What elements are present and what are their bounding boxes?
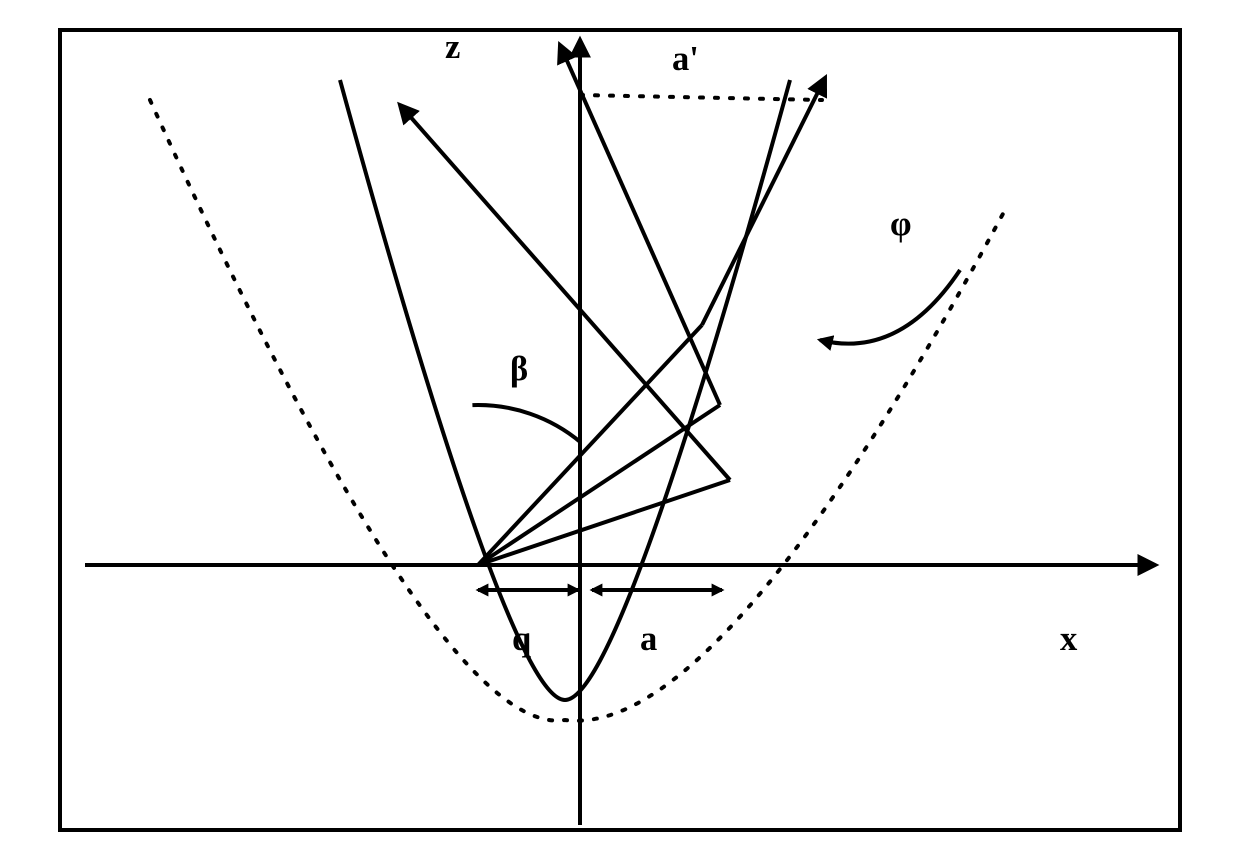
label-x: x <box>1060 620 1078 658</box>
label-a-prime: a' <box>672 40 699 78</box>
ray-out-1 <box>560 45 720 405</box>
ray-out-2 <box>400 105 730 480</box>
inner-parabola <box>340 80 790 700</box>
label-beta: β <box>510 350 528 388</box>
label-z: z <box>445 28 460 66</box>
outer-parabola-dotted <box>150 100 1005 721</box>
label-a: a <box>640 620 657 658</box>
figure-frame <box>60 30 1180 830</box>
label-phi: φ <box>890 205 912 243</box>
ray-out-0 <box>702 78 825 325</box>
beta-angle-arc <box>472 405 580 442</box>
label-q: q <box>512 620 531 658</box>
phi-pointer-arc <box>820 270 960 344</box>
